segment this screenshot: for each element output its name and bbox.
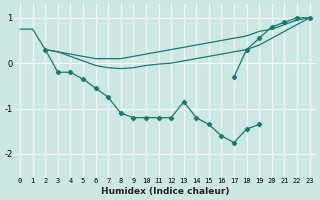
X-axis label: Humidex (Indice chaleur): Humidex (Indice chaleur) — [100, 187, 229, 196]
